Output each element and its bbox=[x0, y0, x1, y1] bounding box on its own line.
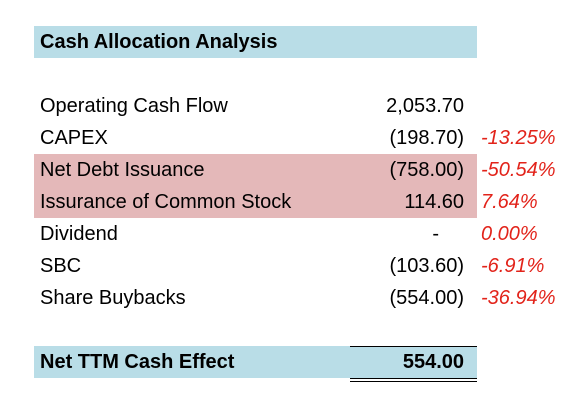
total-label: Net TTM Cash Effect bbox=[40, 351, 235, 373]
row-percent: 0.00% bbox=[481, 223, 538, 245]
row-capex: CAPEX (198.70) bbox=[34, 122, 477, 154]
row-percent: -13.25% bbox=[481, 127, 556, 149]
row-value: (103.60) bbox=[389, 255, 465, 277]
total-row bbox=[34, 346, 477, 378]
row-label: Dividend bbox=[40, 223, 118, 245]
row-label: Share Buybacks bbox=[40, 287, 186, 309]
row-percent: -6.91% bbox=[481, 255, 545, 277]
row-net-debt-issuance: Net Debt Issuance (758.00) bbox=[34, 154, 477, 186]
row-value: 114.60 bbox=[404, 191, 464, 213]
row-issurance-common-stock: Issurance of Common Stock 114.60 bbox=[34, 186, 477, 218]
row-dividend: Dividend - bbox=[34, 218, 477, 250]
row-sbc: SBC (103.60) bbox=[34, 250, 477, 282]
row-label: Operating Cash Flow bbox=[40, 95, 228, 117]
row-value: (198.70) bbox=[389, 127, 465, 149]
sheet-title: Cash Allocation Analysis bbox=[40, 31, 278, 53]
total-double-underline bbox=[350, 381, 477, 382]
row-value: 2,053.70 bbox=[386, 95, 464, 117]
row-value: - bbox=[432, 223, 439, 245]
row-share-buybacks: Share Buybacks (554.00) bbox=[34, 282, 477, 314]
row-percent: -50.54% bbox=[481, 159, 556, 181]
total-double-underline bbox=[350, 378, 477, 379]
row-label: SBC bbox=[40, 255, 82, 277]
row-percent: 7.64% bbox=[481, 191, 538, 213]
row-label: Issurance of Common Stock bbox=[40, 191, 292, 213]
total-value: 554.00 bbox=[402, 351, 464, 373]
row-label: CAPEX bbox=[40, 127, 108, 149]
row-percent: -36.94% bbox=[481, 287, 556, 309]
row-label: Net Debt Issuance bbox=[40, 159, 205, 181]
total-top-border bbox=[350, 346, 477, 347]
title-cell bbox=[34, 26, 477, 58]
row-value: (554.00) bbox=[389, 287, 465, 309]
row-operating-cash-flow: Operating Cash Flow 2,053.70 bbox=[34, 90, 477, 122]
row-value: (758.00) bbox=[389, 159, 465, 181]
